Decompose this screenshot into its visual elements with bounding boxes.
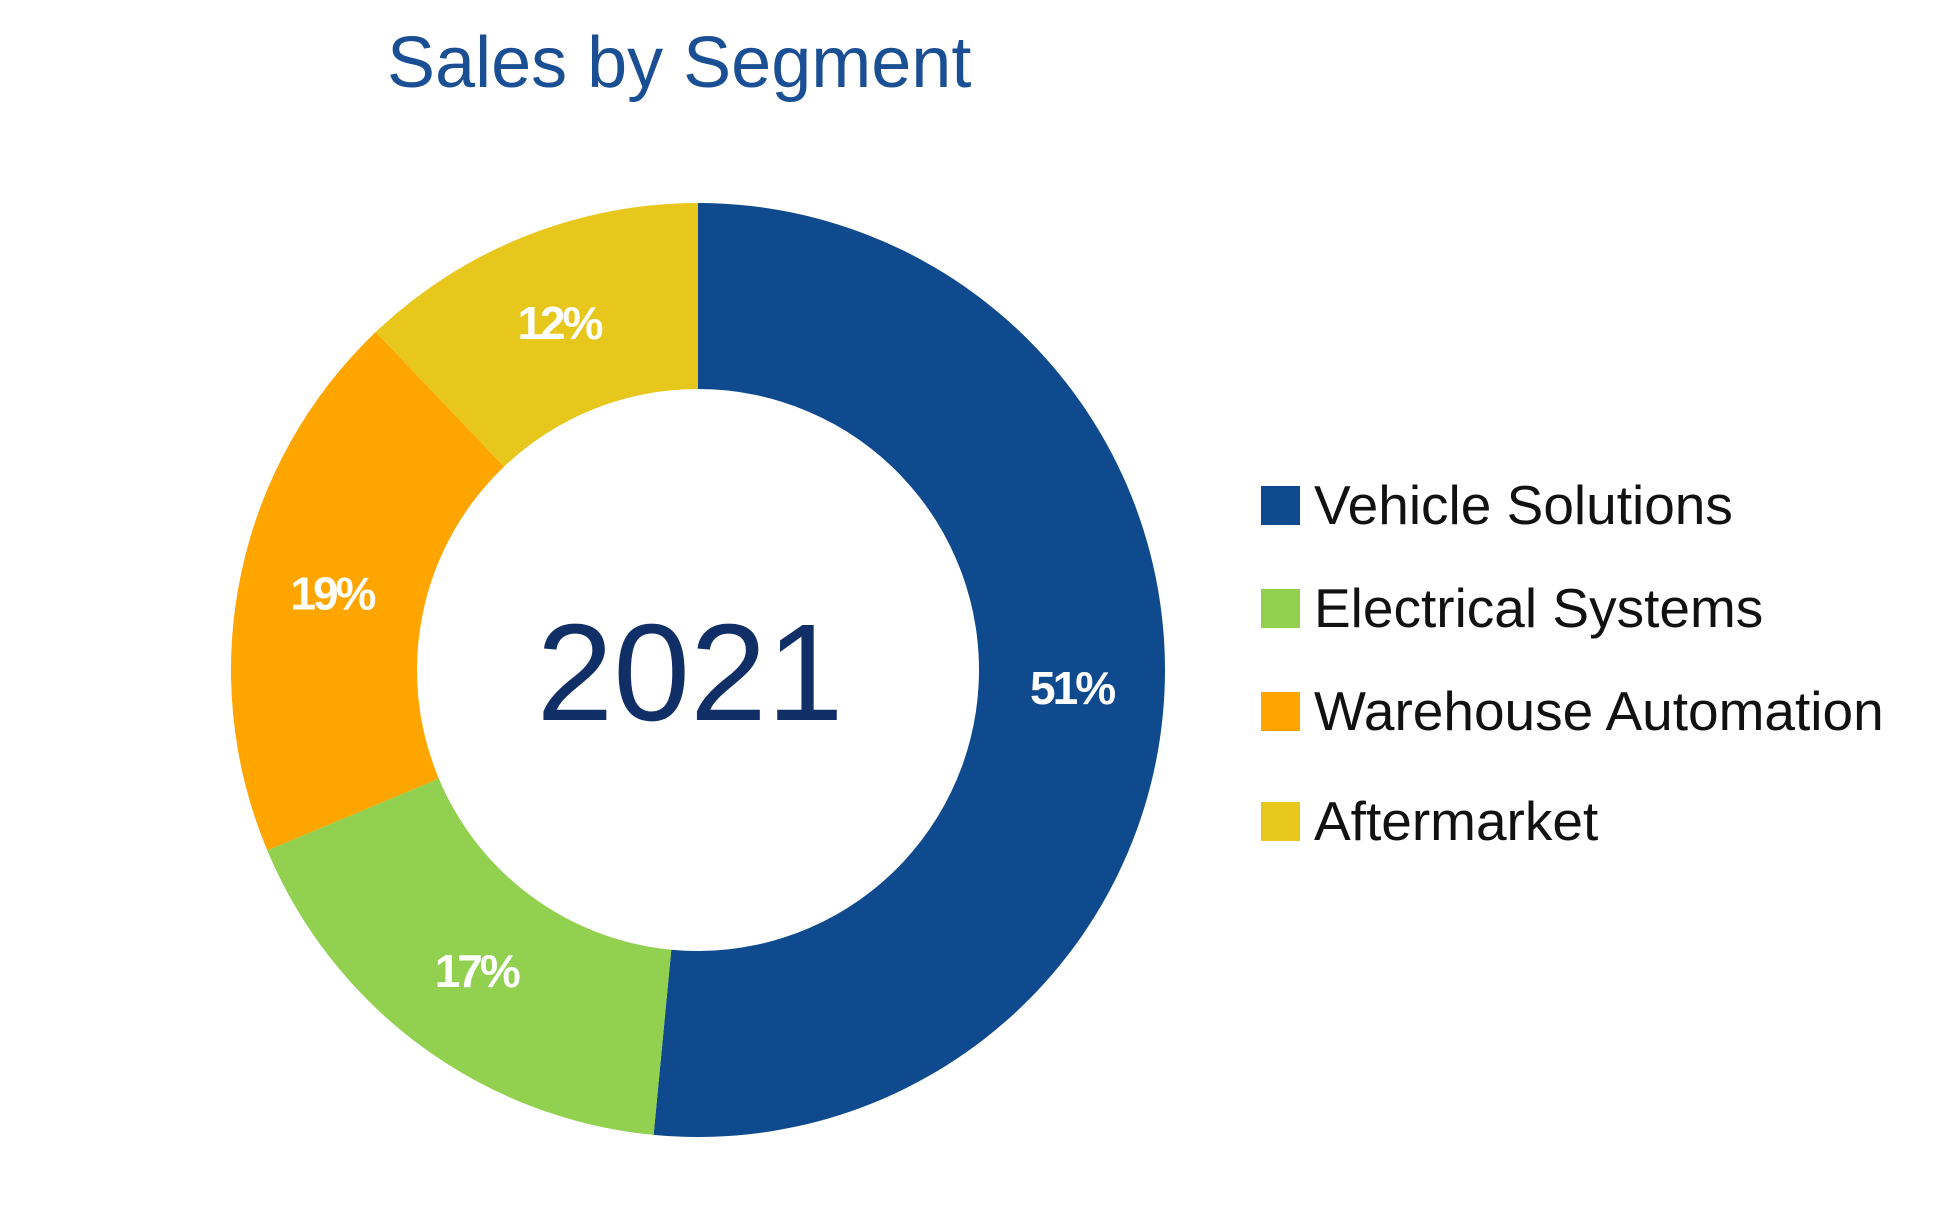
legend-item: Warehouse Automation — [1261, 679, 1884, 743]
center-label: 2021 — [537, 596, 844, 750]
chart-title: Sales by Segment — [387, 23, 972, 103]
legend-label: Aftermarket — [1314, 790, 1599, 852]
legend-swatch — [1261, 588, 1300, 628]
legend-item: Aftermarket — [1261, 789, 1598, 853]
slice-aftermarket — [375, 203, 698, 467]
legend-swatch — [1261, 801, 1300, 841]
legend-swatch — [1261, 485, 1300, 525]
legend-label: Electrical Systems — [1314, 577, 1764, 639]
slice-warehouse-automation — [231, 332, 505, 851]
legend-item: Vehicle Solutions — [1261, 473, 1733, 537]
slice-electrical-systems — [267, 778, 672, 1135]
legend-label: Vehicle Solutions — [1314, 474, 1733, 536]
legend-swatch — [1261, 691, 1300, 731]
data-label: 12% — [517, 297, 602, 349]
data-label: 17% — [435, 945, 520, 997]
data-label: 19% — [290, 567, 375, 619]
legend-label: Warehouse Automation — [1314, 680, 1884, 742]
slice-vehicle-solutions — [653, 203, 1165, 1137]
data-label: 51% — [1030, 662, 1115, 714]
legend-item: Electrical Systems — [1261, 576, 1763, 640]
